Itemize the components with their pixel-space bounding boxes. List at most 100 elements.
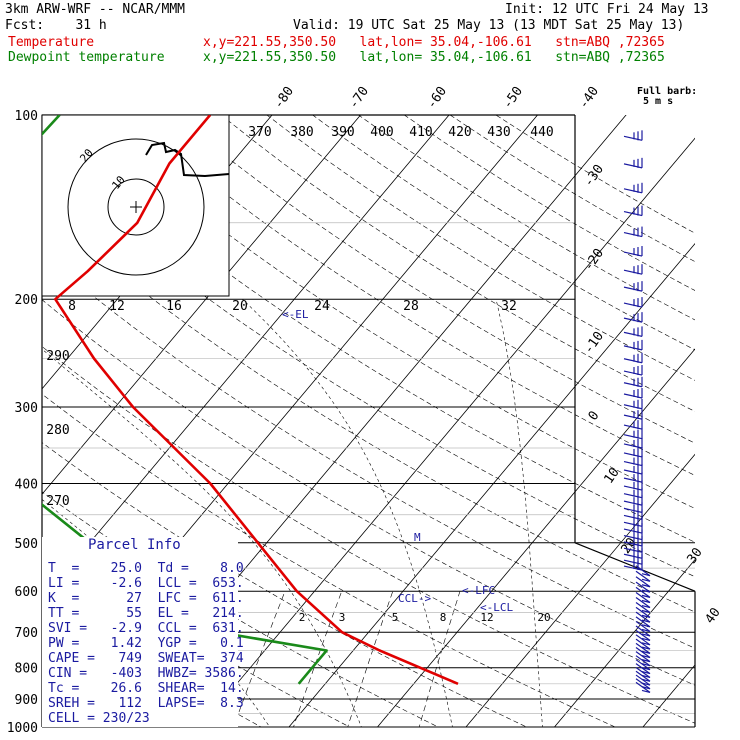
parcel-row: K = 27 LFC = 611. [48,591,244,606]
wind-barb [635,666,651,678]
mixing-ratio-tick-label: 8 [440,611,447,624]
temperature-tick-label: -60 [424,84,450,112]
wind-barb [623,358,643,364]
theta-tick-label: 370 [248,125,271,140]
temperature-tick-label: 30 [684,545,705,566]
wind-barb [623,393,643,399]
wind-barb [623,331,643,337]
wind-barb [641,589,651,593]
wind-barb [635,678,651,690]
init-time: Init: 12 UTC Fri 24 May 13 [505,2,709,17]
theta-tick-label: 270 [46,494,69,509]
wind-barb [623,286,643,292]
wind-barb [641,599,651,604]
dry-adiabat-line [266,115,695,381]
wind-barb [641,604,651,609]
pressure-tick-label: 300 [15,401,38,416]
mixing-ratio-line [347,591,394,727]
mixing-ratio-tick-label: 2 [299,611,306,624]
wind-barb [635,586,651,598]
pressure-tick-label: 500 [15,537,38,552]
wind-barb [623,163,643,169]
moist-adiabat-line [0,299,13,740]
wind-barb [635,576,651,588]
wind-barb [641,671,651,675]
wind-scale-tick-label: 12 [109,299,125,314]
theta-tick-label: 290 [46,349,69,364]
mixing-ratio-tick-label: 5 [392,611,399,624]
parcel-row: TT = 55 EL = 214. [48,606,244,621]
wind-barb [641,689,651,694]
dry-adiabat-line [357,115,695,321]
temperature-location: x,y=221.55,350.50 lat,lon= 35.04,-106.61… [203,35,665,50]
wind-barb [641,654,651,659]
wind-barb [623,541,643,547]
wind-barb [623,493,643,499]
isotherm-line [465,453,695,727]
temperature-tick-label: 10 [601,465,622,486]
mixing-ratio-tick-label: 20 [537,611,550,624]
wind-barb [623,528,643,534]
parcel-row: LI = -2.6 LCL = 653. [48,576,244,591]
hodograph-trace [145,141,230,178]
wind-barb [641,624,651,628]
wind-barb [623,461,643,467]
wind-barb [623,345,643,351]
parcel-level-label: CCL-> [398,592,431,605]
wind-barb [635,625,651,637]
wind-barb [641,646,651,650]
moist-adiabat-line [495,299,543,727]
hodograph-ring-20 [67,138,205,276]
wind-scale-tick-label: 20 [232,299,248,314]
wind-barb [623,424,643,430]
wind-barb [635,647,651,659]
parcel-row: SREH = 112 LAPSE= 8.3 [48,696,244,711]
wind-barb [641,614,651,618]
wind-barb [641,573,651,577]
wind-barb [635,616,651,628]
theta-tick-label: 440 [530,125,553,140]
parcel-level-label: M [414,531,421,544]
theta-tick-label: 380 [290,125,313,140]
isotherm-line [376,348,695,727]
wind-barb [623,521,643,527]
wind-barb [623,135,643,141]
wind-barb [623,559,643,565]
pressure-tick-label: 1000 [7,721,38,736]
temperature-tick-label: -50 [500,84,526,112]
wind-barb [623,553,643,559]
wind-barb [623,317,643,323]
dewpoint-label: Dewpoint temperature [8,50,165,65]
wind-barb [623,251,643,257]
wind-barb [635,570,651,582]
wind-scale-tick-label: 8 [68,299,76,314]
isotherm-line [553,559,695,727]
parcel-level-label: <-LCL [480,601,513,614]
right-axis-line [574,542,696,592]
wind-barb [623,210,643,217]
dry-adiabat-line [42,393,616,727]
forecast-hour: Fcst: 31 h [5,18,107,33]
wind-barb [635,663,651,675]
wind-barb [623,565,643,571]
temperature-tick-label: 0 [586,408,603,423]
parcel-info-panel: Parcel Info T = 25.0 Td = 8.0 LI = -2.6 … [42,537,244,727]
wind-barb [623,434,643,440]
temperature-tick-label: -20 [581,246,607,274]
pressure-tick-label: 100 [15,109,38,124]
pressure-tick-label: 800 [15,662,38,677]
wind-barb [635,620,651,632]
wind-barb [623,443,643,449]
theta-tick-label: 420 [448,125,471,140]
isotherm-line [42,115,362,495]
dry-adiabat-line [312,115,695,351]
wind-barb [635,611,651,623]
parcel-row: SVI = -2.9 CCL = 631. [48,621,244,636]
temperature-tick-label: -40 [576,84,602,112]
parcel-row: CELL = 230/23 [48,711,150,726]
dry-adiabat-line [0,87,16,740]
wind-barb [641,609,651,614]
pressure-tick-label: 700 [15,626,38,641]
